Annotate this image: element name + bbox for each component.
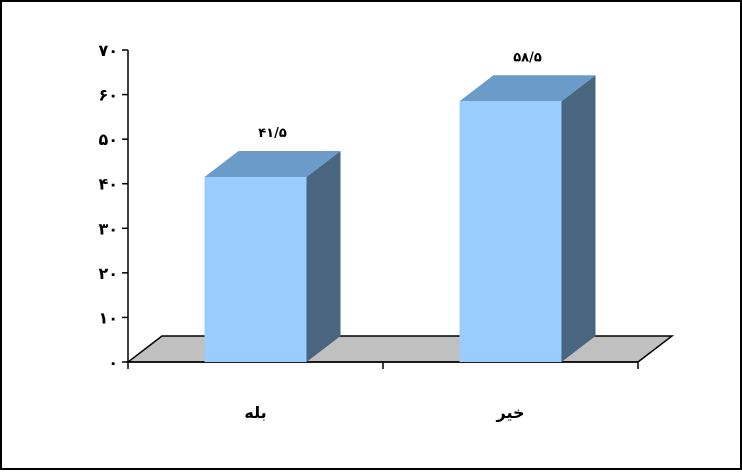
y-tick-label: ۶۰ bbox=[98, 86, 118, 105]
y-tick-label: ۴۰ bbox=[98, 175, 118, 194]
y-tick-label: ۲۰ bbox=[98, 264, 118, 283]
bar-top bbox=[204, 151, 341, 178]
x-category-label: بله bbox=[244, 403, 266, 422]
bar bbox=[459, 101, 562, 362]
bar-top bbox=[459, 75, 596, 102]
y-tick-label: ۵۰ bbox=[98, 130, 118, 149]
bar bbox=[204, 177, 307, 362]
bar-value-label: ۵۸/۵ bbox=[513, 50, 542, 65]
x-category-label: خیر bbox=[495, 403, 524, 422]
y-tick-label: ۷۰ bbox=[98, 41, 118, 60]
y-tick-label: ۳۰ bbox=[98, 219, 118, 238]
bar-side bbox=[561, 75, 596, 362]
y-tick-label: ۱۰ bbox=[98, 308, 118, 327]
y-tick-label: ۰ bbox=[108, 353, 118, 372]
bar-side bbox=[306, 151, 341, 362]
bar-value-label: ۴۱/۵ bbox=[258, 126, 287, 141]
